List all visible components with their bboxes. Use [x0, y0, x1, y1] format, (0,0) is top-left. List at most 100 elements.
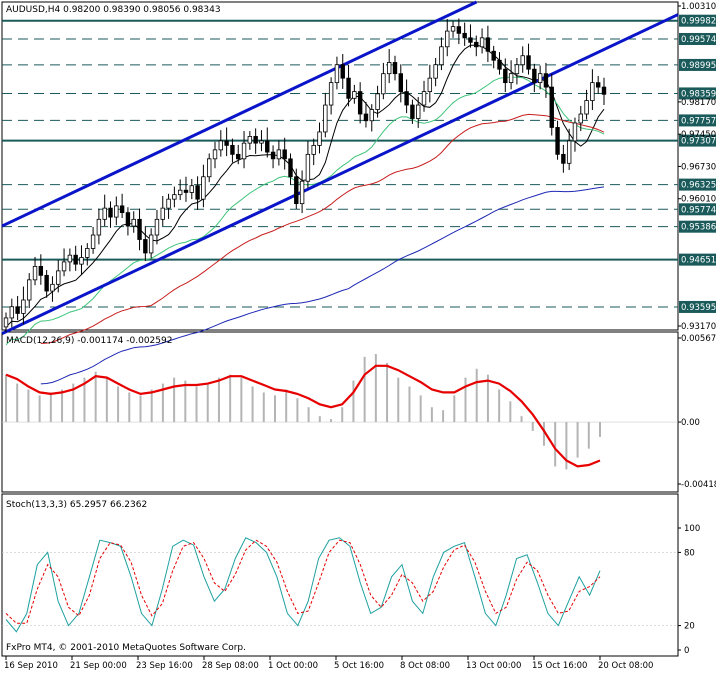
candle-body: [201, 176, 206, 200]
candle-body: [445, 30, 450, 48]
candle-body: [189, 185, 194, 193]
macd-title: MACD(12,26,9) -0.001174 -0.002592: [6, 336, 172, 346]
candle-body: [532, 68, 537, 84]
candle-body: [230, 144, 235, 155]
level-price-box: [679, 253, 716, 266]
level-price-label: 0.97757: [681, 116, 716, 126]
candle-body: [462, 32, 467, 39]
level-price-box: [679, 220, 716, 233]
candle-body: [572, 122, 578, 142]
lower-channel: [1, 13, 679, 335]
candle-body: [21, 299, 26, 314]
candle-body: [601, 86, 607, 95]
level-price-box: [679, 87, 716, 100]
candle-body: [450, 26, 456, 32]
upper-channel: [1, 0, 478, 228]
candle-body: [357, 91, 363, 115]
macd-signal-line: [5, 364, 601, 468]
candle-body: [67, 254, 73, 263]
candle-body: [15, 306, 20, 314]
x-tick-label: 13 Oct 00:00: [466, 661, 521, 671]
level-price-label: 0.97307: [681, 137, 716, 147]
level-price-label: 0.99574: [681, 35, 716, 45]
x-tick-label: 8 Oct 08:00: [400, 661, 450, 671]
level-price-label: 0.96325: [681, 181, 716, 191]
y-tick-label: 0.96730: [681, 162, 716, 172]
y-tick-label: 0.97450: [681, 130, 716, 140]
candle-body: [404, 91, 409, 106]
candle-body: [276, 149, 282, 160]
candle-body: [241, 142, 247, 160]
candle-body: [369, 109, 374, 122]
macd-y-tick-label: 0.005678: [681, 334, 716, 344]
candle-body: [543, 73, 549, 88]
candle-body: [160, 207, 165, 220]
candle-body: [381, 73, 386, 95]
candle-body: [166, 198, 171, 209]
chart-header: AUDUSD,H4 0.98200 0.98390 0.98056 0.9834…: [6, 5, 221, 15]
candle-body: [491, 50, 496, 61]
candle-body: [108, 207, 113, 218]
candle-body: [270, 151, 276, 160]
candle-body: [131, 218, 136, 227]
candle-body: [497, 59, 502, 70]
candle-body: [259, 140, 264, 144]
y-tick-label: 0.96010: [681, 195, 716, 205]
candle-body: [247, 136, 253, 144]
candle-body: [282, 149, 287, 160]
level-price-box: [679, 58, 716, 71]
x-tick-label: 20 Oct 08:00: [598, 661, 653, 671]
candle-body: [508, 73, 514, 84]
candle-body: [410, 104, 415, 119]
candle-body: [236, 153, 241, 160]
candle-body: [56, 270, 61, 285]
candle-body: [212, 149, 218, 160]
stoch-title: Stoch(13,3,3) 65.2957 66.2362: [6, 500, 147, 510]
candle-body: [514, 64, 520, 75]
candle-body: [44, 274, 49, 292]
candle-body: [334, 64, 340, 84]
y-tick-label: 0.98170: [681, 98, 716, 108]
level-price-box: [679, 178, 716, 191]
level-price-box: [679, 114, 716, 127]
candle-body: [340, 64, 345, 79]
candle-body: [375, 93, 380, 110]
candle-body: [85, 248, 90, 258]
x-tick-label: 15 Oct 16:00: [532, 661, 587, 671]
candle-body: [119, 205, 125, 214]
candle-body: [38, 265, 44, 276]
macd-panel-frame: [1, 331, 679, 493]
candle-body: [265, 140, 270, 153]
candle-body: [485, 37, 491, 52]
level-price-label: 0.95386: [681, 223, 716, 233]
stoch-y-tick-label: 80: [684, 548, 695, 558]
candle-body: [578, 113, 583, 124]
candle-body: [143, 239, 148, 254]
candle-body: [328, 82, 334, 106]
candle-body: [537, 73, 543, 84]
candle-body: [218, 140, 224, 151]
candle-body: [3, 317, 9, 328]
x-tick-label: 1 Oct 00:00: [268, 661, 318, 671]
candle-body: [386, 62, 392, 75]
footer-credit: FxPro MT4, © 2001-2010 MetaQuotes Softwa…: [6, 643, 246, 653]
candle-body: [61, 261, 67, 272]
level-price-box: [679, 32, 716, 45]
candle-body: [32, 265, 38, 281]
candle-body: [27, 279, 32, 301]
x-tick-label: 21 Sep 00:00: [70, 661, 127, 671]
candle-body: [433, 64, 438, 79]
candle-body: [416, 104, 421, 119]
candle-body: [311, 144, 316, 155]
candle-body: [503, 68, 508, 84]
candle-body: [172, 194, 177, 200]
ma-slow-line: [40, 113, 605, 344]
candle-body: [584, 100, 589, 115]
candle-body: [421, 91, 427, 106]
stoch-y-tick-label: 0: [684, 646, 689, 656]
level-price-box: [679, 134, 716, 147]
candle-body: [50, 283, 55, 292]
macd-y-tick-label: 0.00: [681, 418, 700, 428]
level-price-box: [679, 300, 716, 313]
